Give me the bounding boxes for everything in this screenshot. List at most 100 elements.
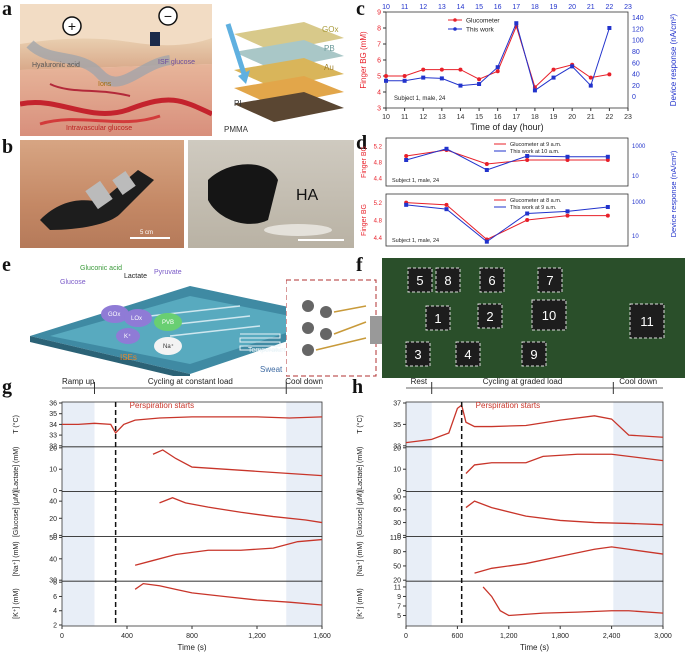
y-axis-label: [Glucose] (μM)	[357, 491, 364, 537]
y-axis-label: T (°C)	[356, 415, 364, 434]
x-tick-label: 800	[186, 633, 198, 640]
glucose-label: Glucose	[60, 279, 86, 286]
y-tick-label: 0	[397, 533, 401, 540]
tattoo-sensor-icon: 5 cm	[40, 170, 170, 239]
x-axis-label: Time (s)	[520, 643, 549, 652]
phase-label: Cycling at constant load	[148, 378, 233, 386]
y-axis-label: [Lactate] (mM)	[357, 447, 364, 492]
series-line	[134, 538, 323, 566]
x-tick-label: 11	[401, 114, 408, 121]
y-tick-label: 6	[53, 594, 57, 601]
panel-a-electrode-layers: GOx PB Au PI PMMA	[214, 4, 356, 136]
series-line	[134, 582, 323, 606]
series-point	[404, 202, 409, 207]
legend-label: This work at 10 a.m.	[510, 149, 560, 155]
k-chip-label: K⁺	[124, 333, 131, 340]
gox-layer-label: GOx	[322, 25, 338, 34]
series-line-1	[386, 21, 610, 92]
y-tick-label: 33	[393, 443, 401, 450]
x-top-tick-label: 14	[457, 4, 465, 11]
row-frame	[61, 535, 323, 582]
series-point	[495, 69, 500, 74]
legend-label: This work	[466, 27, 495, 34]
y-right-tick-label: 1000	[632, 200, 646, 206]
row-frame	[61, 580, 323, 627]
gluconic-acid-label: Gluconic acid	[80, 265, 122, 272]
legend-marker	[453, 27, 457, 31]
y-tick-label: 20	[393, 578, 401, 585]
series-point	[495, 65, 500, 70]
x-top-tick-label: 19	[550, 4, 558, 11]
y-tick-label: 40	[49, 556, 57, 563]
series-line-0	[406, 202, 608, 241]
y-axis-label: [Lactate] (mM)	[13, 447, 20, 492]
chip-10-box	[531, 299, 567, 331]
minus-electrode-label: −	[164, 8, 172, 24]
x-tick-label: 1,800	[551, 633, 569, 640]
gox-chip-label: GOx	[108, 312, 120, 318]
scale-bar-label: 5 cm	[140, 230, 153, 236]
chip-6-box	[479, 267, 505, 293]
chip-5-label: 5	[416, 273, 423, 288]
x-tick-label: 600	[452, 633, 464, 640]
y-right-tick-label: 100	[632, 38, 644, 45]
y-tick-label: 2	[53, 623, 57, 630]
y-tick-label: 0	[53, 533, 57, 540]
series-point	[484, 239, 489, 244]
y-tick-label: 20	[49, 445, 57, 452]
panel-label-g: g	[2, 376, 12, 398]
series-point	[605, 158, 610, 162]
subject-label: Subject 1, male, 24	[392, 178, 439, 184]
chart-d-svg: 4.4 4.8 5.2 10 1000 Subject 1, male, 24 Glucom…	[361, 137, 678, 247]
series-point	[525, 218, 530, 222]
x-top-tick-label: 22	[605, 4, 613, 11]
x-tick-label: 13	[438, 114, 446, 121]
y-tick-label: 20	[393, 445, 401, 452]
x-top-tick-label: 12	[419, 4, 427, 11]
pyruvate-label: Pyruvate	[154, 269, 182, 276]
chip-1-label: 1	[434, 311, 441, 326]
x-tick-label: 19	[550, 114, 558, 121]
y-axis-label: [K⁺] (mM)	[357, 588, 364, 619]
au-layer-label: Au	[324, 63, 334, 72]
x-tick-label: 18	[531, 114, 539, 121]
y-tick-label: 30	[49, 578, 57, 585]
pi-layer-label: PI	[234, 99, 242, 108]
temperature-label: Temperature	[248, 347, 287, 354]
lactate-label: Lactate	[124, 273, 147, 280]
x-tick-label: 400	[121, 633, 133, 640]
isf-glucose-label: ISF glucose	[158, 59, 195, 66]
y-right-tick-label: 10	[632, 174, 639, 180]
y-tick-label: 60	[393, 507, 401, 514]
series-line	[474, 546, 664, 574]
y-right-tick-label: 120	[632, 26, 644, 33]
annotation-label: Perspiration starts	[130, 401, 194, 410]
y-tick-label: 4.4	[374, 177, 383, 183]
panel-h-chart: Rest Cycling at graded load Cool down 33 35 3…	[344, 378, 685, 672]
series-point	[458, 83, 463, 88]
y-axis-label: Finger BG	[361, 204, 368, 236]
annotation-label: Perspiration starts	[476, 401, 540, 410]
row-frame	[61, 446, 323, 493]
series-point	[477, 82, 482, 86]
pmma-layer-label: PMMA	[224, 125, 249, 134]
pb-layer-label: PB	[324, 44, 335, 53]
series-point	[514, 21, 519, 26]
chip-11-label: 11	[640, 314, 654, 329]
y-right-tick-label: 60	[632, 60, 640, 67]
y-right-tick-label: 20	[632, 83, 640, 90]
y-tick-label: 9	[397, 594, 401, 601]
y-tick-label: 8	[377, 26, 381, 33]
y-tick-label: 32	[49, 443, 57, 450]
panel-label-e: e	[2, 254, 11, 276]
series-point	[605, 213, 610, 218]
y-axis-label: [K⁺] (mM)	[13, 588, 20, 619]
x-axis-label: Time (s)	[177, 643, 206, 652]
subject-label: Subject 1, male, 24	[394, 96, 446, 102]
series-point	[607, 72, 612, 77]
panel-label-f: f	[356, 254, 363, 276]
y-tick-label: 5.2	[374, 201, 383, 207]
x-tick-label: 20	[568, 114, 576, 121]
phase-shade	[62, 402, 95, 626]
series-point	[458, 67, 463, 72]
